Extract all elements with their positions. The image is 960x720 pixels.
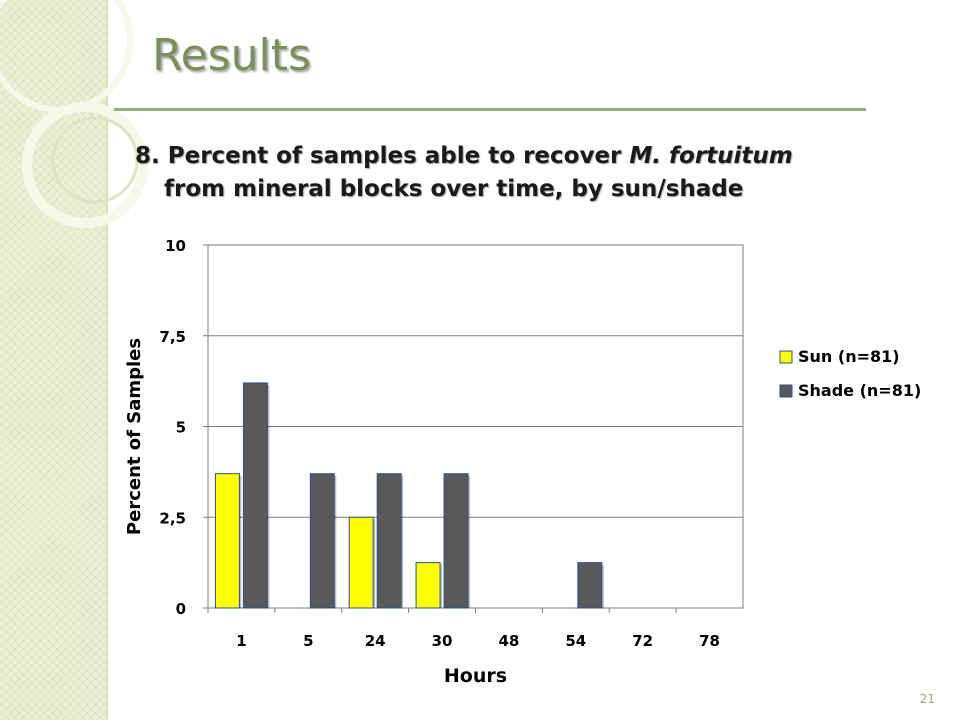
subtitle-species: M. fortuitum — [629, 143, 793, 169]
bar-shade — [376, 473, 402, 609]
chart-subtitle: 8. Percent of samples able to recover M.… — [135, 140, 925, 206]
x-tick-label: 5 — [303, 632, 313, 650]
x-tick-label: 54 — [565, 632, 586, 650]
x-tick-label: 24 — [365, 632, 386, 650]
x-tick-label: 78 — [699, 632, 720, 650]
bar-shade — [309, 473, 335, 609]
x-tick-label: 30 — [432, 632, 453, 650]
y-axis-title: Percent of Samples — [124, 338, 145, 535]
legend-label-sun: Sun (n=81) — [798, 347, 900, 366]
x-tick-label: 1 — [236, 632, 246, 650]
decorative-circles — [0, 0, 148, 228]
slide-number: 21 — [919, 692, 935, 706]
legend-label-shade: Shade (n=81) — [798, 381, 921, 400]
bar-shade — [443, 473, 469, 609]
decorative-circle-middle — [22, 102, 148, 228]
title-underline — [114, 108, 866, 111]
legend-swatch-shade — [779, 384, 793, 398]
x-axis-title: Hours — [444, 665, 507, 687]
y-tick-label: 7,5 — [159, 328, 186, 346]
x-tick-label: 48 — [499, 632, 520, 650]
y-tick-label: 0 — [176, 600, 186, 618]
bar-sun — [214, 473, 240, 609]
y-tick-label: 2,5 — [159, 509, 186, 527]
bar-sun — [415, 562, 441, 609]
subtitle-prefix: 8. Percent of samples able to recover — [135, 143, 630, 169]
bar-sun — [348, 516, 374, 609]
bar-shade — [242, 382, 268, 609]
slide-title: Results — [152, 30, 311, 81]
legend-swatch-sun — [779, 350, 793, 364]
y-tick-label: 5 — [176, 419, 186, 437]
x-tick-label: 72 — [632, 632, 653, 650]
subtitle-line2: from mineral blocks over time, by sun/sh… — [164, 176, 744, 202]
bar-shade — [577, 562, 603, 609]
y-tick-label: 10 — [165, 237, 186, 255]
decorative-circle-inner — [51, 116, 139, 204]
